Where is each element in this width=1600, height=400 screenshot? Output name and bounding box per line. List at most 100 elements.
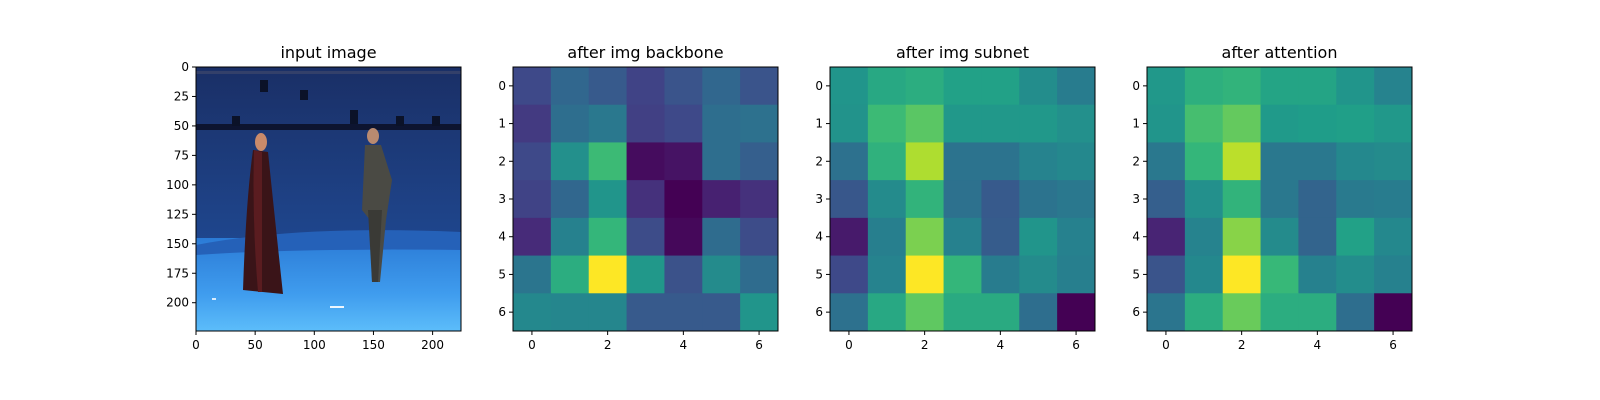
heatmap-cell <box>1336 255 1375 294</box>
heatmap-cell <box>981 180 1020 219</box>
x-tick-label: 50 <box>248 338 263 352</box>
heatmap-cell <box>1336 217 1375 257</box>
y-tick-label: 125 <box>166 207 189 221</box>
heatmap-cell <box>1057 293 1096 332</box>
heatmap-cell <box>588 67 628 106</box>
panel-title: after attention <box>1222 43 1338 62</box>
heatmap-cell <box>1147 67 1186 106</box>
heatmap-cell <box>943 293 982 332</box>
heatmap-cell <box>830 293 869 332</box>
y-tick-label: 0 <box>498 79 506 93</box>
heatmap-cell <box>1184 67 1224 106</box>
heatmap-cell <box>1374 104 1413 143</box>
heatmap-cell <box>513 67 552 106</box>
heatmap-cell <box>867 142 907 181</box>
heatmap-cell <box>664 180 703 219</box>
heatmap-cell <box>905 180 945 219</box>
tick-group: 0 2 4 6 0 1 2 3 4 5 6 <box>498 79 763 352</box>
heatmap-cell <box>981 217 1020 257</box>
heatmap-cell <box>1147 104 1186 143</box>
studio-floor <box>196 238 461 331</box>
heatmap-cell <box>1336 142 1375 181</box>
heatmap-cell <box>1019 67 1058 106</box>
heatmap-cell <box>550 217 590 257</box>
heatmap-cell <box>702 293 741 332</box>
x-tick-label: 150 <box>362 338 385 352</box>
heatmap-cell <box>943 104 982 143</box>
x-tick-label: 200 <box>421 338 444 352</box>
y-tick-label: 0 <box>815 79 823 93</box>
y-tick-label: 200 <box>166 296 189 310</box>
heatmap-cell <box>905 67 945 106</box>
y-tick-label: 3 <box>498 192 506 206</box>
heatmap-cell <box>1147 142 1186 181</box>
heatmap-cell <box>664 142 703 181</box>
heatmap-cell <box>550 142 590 181</box>
y-tick-label: 1 <box>1132 117 1140 131</box>
heatmap-cell <box>943 217 982 257</box>
heatmap-cell <box>740 293 779 332</box>
heatmap-cell <box>1374 217 1413 257</box>
heatmap-cell <box>588 104 628 143</box>
heatmap-cell <box>626 67 665 106</box>
heatmap-cell <box>943 67 982 106</box>
heatmap-cell <box>830 67 869 106</box>
heatmap-cell <box>740 142 779 181</box>
heatmap-cell <box>830 104 869 143</box>
heatmap-cell <box>1184 217 1224 257</box>
person-right <box>362 128 392 282</box>
heatmap-cell <box>981 67 1020 106</box>
panel-after-img-subnet: after img subnet 0 2 4 6 0 1 2 3 4 5 6 <box>815 43 1096 352</box>
heatmap-cell <box>830 217 869 257</box>
heatmap-cells <box>513 67 779 332</box>
heatmap-cell <box>905 293 945 332</box>
x-tick-label: 100 <box>303 338 326 352</box>
x-tick-label: 2 <box>921 338 929 352</box>
y-tick-label: 2 <box>1132 154 1140 168</box>
heatmap-cell <box>626 104 665 143</box>
y-tick-label: 25 <box>174 89 189 103</box>
heatmap-cell <box>1184 255 1224 294</box>
heatmap-cell <box>1336 180 1375 219</box>
heatmap-cell <box>1298 142 1337 181</box>
person-left <box>243 133 283 294</box>
light-rig-bar-top <box>196 71 461 74</box>
y-tick-label: 5 <box>815 267 823 281</box>
heatmap-cell <box>1184 293 1224 332</box>
tick-group: 0 50 100 150 200 0 25 50 75 100 125 150 175 200 <box>166 60 444 352</box>
y-tick-label: 3 <box>815 192 823 206</box>
heatmap-cell <box>867 180 907 219</box>
panel-after-img-backbone: after img backbone 0 2 4 6 0 1 2 3 4 5 6 <box>498 43 779 352</box>
heatmap-cell <box>702 142 741 181</box>
heatmap-cell <box>1019 104 1058 143</box>
y-tick-label: 4 <box>815 230 823 244</box>
light-rig-bar <box>196 124 461 130</box>
heatmap-cell <box>1298 104 1337 143</box>
heatmap-cell <box>1222 180 1262 219</box>
panel-after-attention: after attention 0 2 4 6 0 1 2 3 4 5 6 <box>1132 43 1413 352</box>
heatmap-cell <box>1057 217 1096 257</box>
heatmap-cell <box>626 217 665 257</box>
y-tick-label: 150 <box>166 237 189 251</box>
heatmap-cell <box>664 255 703 294</box>
heatmap-cell <box>588 142 628 181</box>
heatmap-cell <box>1260 180 1299 219</box>
heatmap-cell <box>1336 104 1375 143</box>
heatmap-cell <box>626 255 665 294</box>
heatmap-cell <box>550 255 590 294</box>
heatmap-cell <box>1222 217 1262 257</box>
heatmap-cell <box>1057 180 1096 219</box>
y-tick-label: 6 <box>815 305 823 319</box>
y-tick-label: 2 <box>815 154 823 168</box>
tick-group: 0 2 4 6 0 1 2 3 4 5 6 <box>815 79 1080 352</box>
heatmap-cell <box>1057 104 1096 143</box>
heatmap-cell <box>513 255 552 294</box>
heatmap-cell <box>588 180 628 219</box>
x-tick-label: 4 <box>997 338 1005 352</box>
x-tick-label: 0 <box>1162 338 1170 352</box>
heatmap-cell <box>1222 142 1262 181</box>
heatmap-cell <box>626 293 665 332</box>
heatmap-cell <box>1374 142 1413 181</box>
heatmap-cell <box>867 104 907 143</box>
heatmap-cell <box>513 104 552 143</box>
